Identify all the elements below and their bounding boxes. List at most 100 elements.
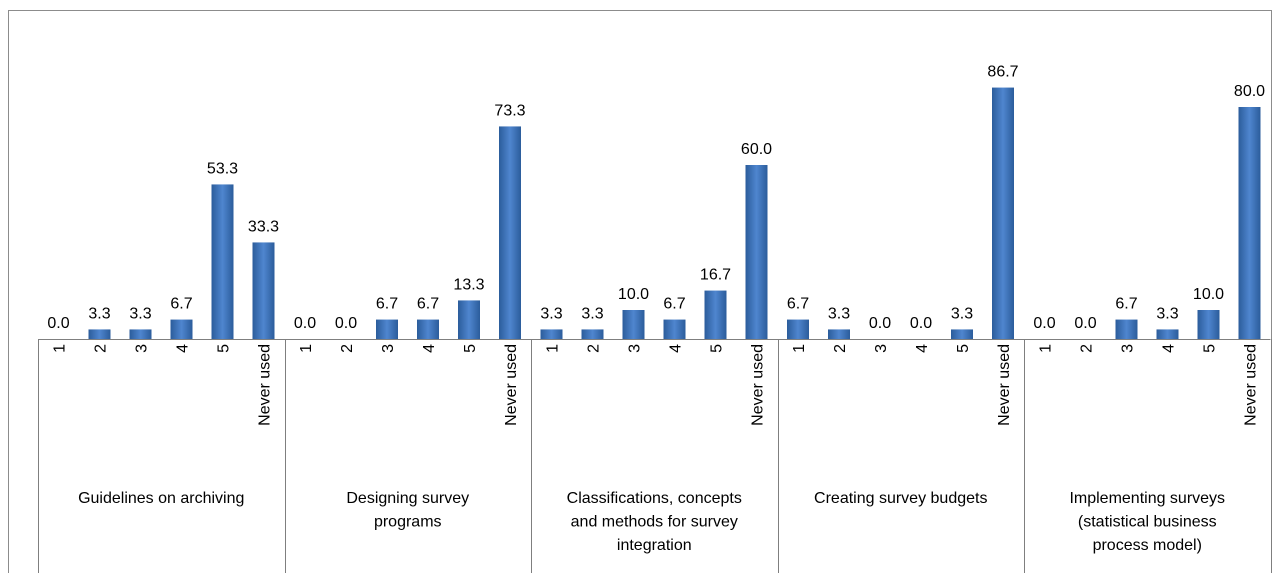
group-label-line: and methods for survey [571, 514, 738, 531]
category-label: 4 [668, 344, 685, 353]
category-label: 2 [1079, 344, 1096, 353]
bar [499, 126, 521, 340]
bar [129, 329, 152, 339]
value-label: 3.3 [540, 305, 562, 322]
category-label: 1 [791, 344, 808, 353]
value-label: 6.7 [170, 296, 192, 313]
category-label: 1 [52, 344, 69, 353]
category-label: 3 [873, 344, 890, 353]
value-label: 60.0 [741, 141, 772, 158]
value-label: 3.3 [129, 305, 151, 322]
value-label: 0.0 [869, 315, 891, 332]
bar [1197, 310, 1220, 339]
category-label: 2 [339, 344, 356, 353]
value-label: 3.3 [1156, 305, 1178, 322]
bar [1115, 319, 1138, 339]
bar [745, 165, 768, 339]
value-label: 3.3 [828, 305, 850, 322]
value-label: 53.3 [207, 160, 238, 177]
value-label: 6.7 [1115, 296, 1137, 313]
category-label: 1 [1038, 344, 1055, 353]
value-label: 10.0 [618, 286, 649, 303]
bar [951, 329, 973, 339]
value-label: 10.0 [1193, 286, 1224, 303]
group-label-line: Classifications, concepts [567, 490, 742, 507]
category-label: 2 [832, 344, 849, 353]
category-label: Never used [750, 344, 767, 426]
category-label: 2 [586, 344, 603, 353]
chart-border [8, 10, 1272, 573]
bar [622, 310, 645, 339]
category-label: Never used [257, 344, 274, 426]
category-label: 3 [627, 344, 644, 353]
category-label: Never used [503, 344, 520, 426]
value-label: 0.0 [335, 315, 357, 332]
value-label: 80.0 [1234, 83, 1265, 100]
bar [828, 329, 850, 339]
value-label: 73.3 [494, 102, 525, 119]
group-label-line: (statistical business [1078, 514, 1217, 531]
category-label: 4 [1161, 344, 1178, 353]
bar [1238, 107, 1261, 339]
category-label: Never used [996, 344, 1013, 426]
category-label: 4 [175, 344, 192, 353]
bar [581, 329, 604, 339]
category-label: 5 [462, 344, 479, 353]
group-label-line: programs [374, 514, 442, 531]
group-label-line: Implementing surveys [1069, 490, 1225, 507]
category-label: 1 [545, 344, 562, 353]
group-label-line: Guidelines on archiving [78, 490, 244, 507]
bar [88, 329, 111, 339]
group-label: Designing survey programs [346, 490, 469, 531]
bar [458, 300, 480, 339]
bar [170, 319, 193, 339]
value-label: 0.0 [910, 315, 932, 332]
group-label: Guidelines on archiving [78, 490, 244, 507]
category-label: 4 [914, 344, 931, 353]
bar [211, 184, 234, 339]
value-label: 3.3 [88, 305, 110, 322]
group-label-line: Creating survey budgets [814, 490, 987, 507]
category-label: 4 [421, 344, 438, 353]
value-label: 86.7 [987, 64, 1018, 81]
category-label: 3 [380, 344, 397, 353]
value-label: 6.7 [663, 296, 685, 313]
bar [787, 319, 809, 339]
value-label: 0.0 [1033, 315, 1055, 332]
bar [663, 319, 686, 339]
category-axis: 1 2 3 4 5 Never used Guidelines on archiving 1 2… [38, 339, 1272, 573]
value-label: 0.0 [47, 315, 69, 332]
group-label: Implementing surveys (statistical busines… [1069, 490, 1225, 554]
category-label: Never used [1243, 344, 1260, 426]
value-label: 0.0 [1074, 315, 1096, 332]
category-label: 3 [1120, 344, 1137, 353]
group-label: Creating survey budgets [814, 490, 987, 507]
value-label: 3.3 [581, 305, 603, 322]
bars-layer: 0.0 3.3 3.3 6.7 53.3 33.3 0.0 0.0 6.7 6.7 13.3 73.3… [47, 64, 1265, 340]
group-label-line: process model) [1093, 537, 1202, 554]
value-label: 6.7 [376, 296, 398, 313]
bar [1156, 329, 1179, 339]
group-label: Classifications, concepts and methods for… [567, 490, 742, 554]
bar [540, 329, 563, 339]
bar [704, 290, 727, 339]
value-label: 6.7 [787, 296, 809, 313]
value-label: 33.3 [248, 218, 279, 235]
value-label: 0.0 [294, 315, 316, 332]
value-label: 3.3 [951, 305, 973, 322]
value-label: 16.7 [700, 267, 731, 284]
category-label: 1 [298, 344, 315, 353]
bar [992, 87, 1014, 339]
category-label: 2 [93, 344, 110, 353]
category-label: 3 [134, 344, 151, 353]
group-label-line: Designing survey [346, 490, 469, 507]
group-label-line: integration [617, 537, 692, 554]
category-label: 5 [955, 344, 972, 353]
category-label: 5 [216, 344, 233, 353]
bar [417, 319, 439, 339]
value-label: 13.3 [453, 276, 484, 293]
bar [376, 319, 398, 339]
category-label: 5 [709, 344, 726, 353]
